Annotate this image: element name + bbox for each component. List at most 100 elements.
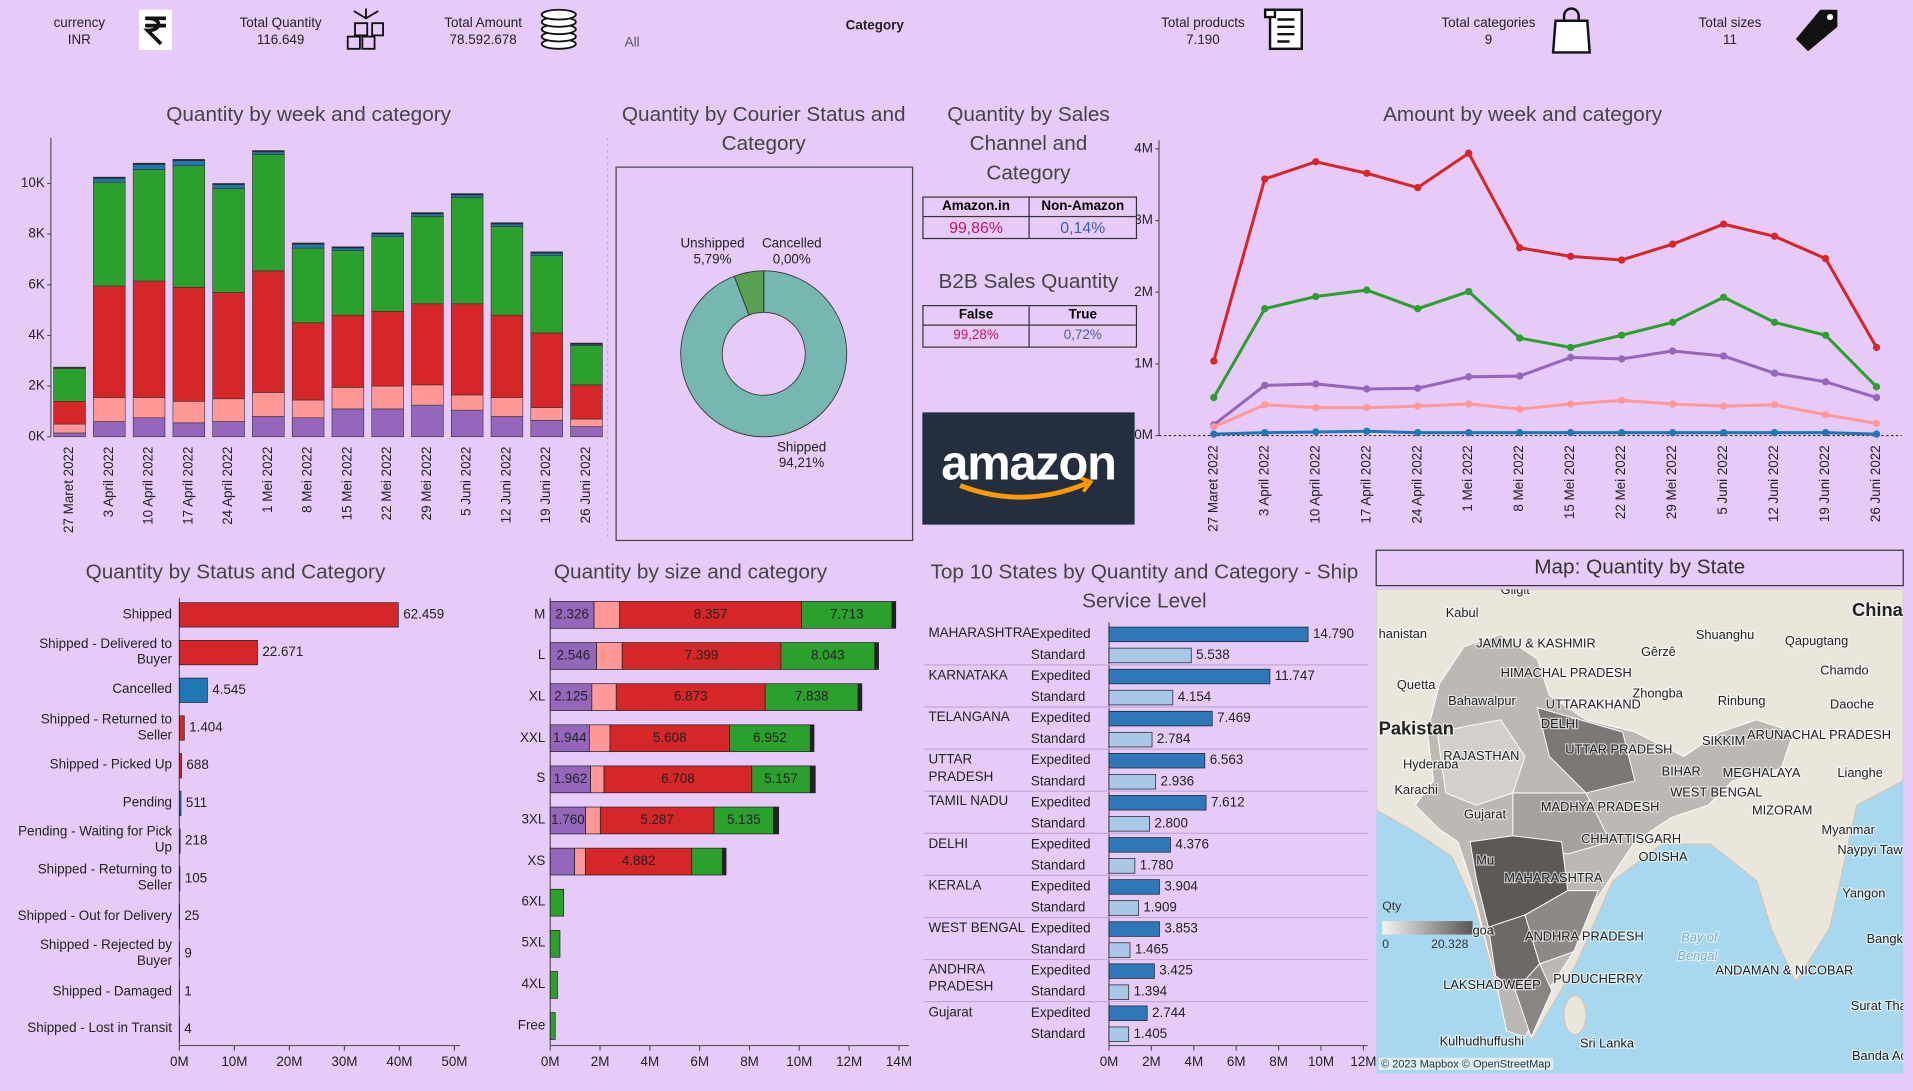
filter-value[interactable]: All	[624, 35, 640, 51]
bar-segment	[450, 193, 484, 196]
y-tick-label: 3M	[1134, 212, 1153, 227]
x-tick-label: 20M	[276, 1054, 302, 1069]
x-tick-label: 24 April 2022	[1409, 445, 1424, 523]
data-label: 5.538	[1196, 647, 1230, 662]
kpi-value: 116.649	[256, 32, 305, 48]
map-label: Kulhudhuffushi	[1440, 1033, 1524, 1048]
bar-segment	[212, 183, 245, 186]
category-label: KARNATAKA	[928, 667, 1008, 683]
data-label: 1.760	[551, 812, 585, 827]
bar-segment	[570, 418, 603, 427]
line-point	[1617, 331, 1626, 339]
bar-segment	[411, 303, 444, 386]
slice-label: Shipped	[777, 439, 826, 454]
map-label: Rinbung	[1718, 693, 1766, 708]
slice-value: 94,21%	[779, 455, 825, 470]
line-point	[1261, 381, 1269, 390]
bar-segment	[371, 408, 404, 438]
category-label: Shipped - Returning to Seller	[37, 862, 173, 894]
bar-segment	[490, 223, 524, 227]
map-label: Karachi	[1394, 782, 1437, 797]
map-label: LAKSHADWEEP	[1443, 977, 1540, 992]
bar	[1108, 1005, 1148, 1021]
x-tick-label: 29 Mei 2022	[1664, 445, 1679, 519]
line-point	[1312, 380, 1320, 388]
y-tick-label: 4K	[28, 327, 44, 342]
bar-segment	[490, 314, 524, 398]
bar-segment	[371, 385, 404, 410]
bar-segment	[490, 416, 524, 438]
category-label: Gujarat	[928, 1004, 973, 1020]
category-label: Shipped - Rejected by Buyer	[39, 938, 173, 969]
x-tick-label: 6M	[690, 1054, 709, 1069]
line	[1212, 150, 1878, 362]
data-label: 1.962	[554, 771, 588, 786]
x-tick-label: 10M	[1308, 1054, 1334, 1069]
line-point	[1210, 423, 1218, 431]
line-point	[1770, 232, 1779, 240]
bar-segment	[252, 270, 285, 393]
bar	[591, 683, 617, 711]
x-tick-label: 30M	[331, 1054, 357, 1069]
line-point	[1566, 343, 1575, 352]
bar	[691, 847, 723, 876]
line-point	[1312, 158, 1320, 166]
bar-segment	[93, 178, 126, 183]
map-label: Bangk	[1867, 931, 1904, 946]
bar-segment	[132, 417, 166, 438]
data-label: 25	[184, 908, 199, 923]
line-point	[1210, 357, 1218, 365]
data-label: 8.043	[811, 648, 845, 663]
bar	[609, 724, 730, 753]
bar-segment	[530, 407, 563, 421]
line-point	[1465, 149, 1473, 157]
map-label: Bay of	[1681, 930, 1719, 945]
bar-segment	[212, 292, 245, 400]
line-point	[1872, 383, 1881, 391]
series-name: Standard	[1031, 1026, 1085, 1041]
bar-segment	[450, 409, 484, 438]
chart-title: B2B Sales Quantity	[938, 269, 1119, 293]
category-label: Shipped - Lost in Transit	[27, 1021, 173, 1037]
bar-segment	[53, 366, 86, 369]
kpi-value: INR	[67, 32, 91, 48]
map-label: HIMACHAL PRADESH	[1501, 665, 1632, 680]
tag-icon	[1795, 9, 1838, 52]
x-tick-label: 26 Juni 2022	[1868, 445, 1883, 522]
bar-segment	[530, 255, 563, 334]
line-point	[1261, 305, 1269, 313]
y-tick-label: 4M	[1134, 140, 1153, 155]
line-point	[1414, 429, 1422, 437]
bar-segment	[411, 404, 444, 438]
data-label: 7.399	[685, 648, 719, 663]
category-label: Shipped	[122, 606, 173, 622]
line	[1213, 429, 1877, 436]
bar-segment	[530, 332, 563, 408]
map-label: WEST BENGAL	[1670, 784, 1762, 799]
category-label: Pending	[122, 795, 173, 811]
category-label: TAMIL NADU	[928, 794, 1009, 809]
bar-segment	[53, 423, 86, 434]
chart-title: Quantity by week and category	[166, 102, 452, 126]
data-label: 3.904	[1164, 879, 1198, 894]
map-label: MIZORAM	[1752, 803, 1812, 818]
bar-segment	[132, 397, 166, 419]
bar	[773, 806, 780, 835]
category-label: S	[536, 771, 546, 787]
line-point	[1617, 355, 1626, 363]
x-tick-label: 27 Maret 2022	[61, 447, 76, 533]
map-label: China	[1852, 599, 1904, 620]
bar-segment	[291, 322, 325, 401]
bar-segment	[291, 243, 325, 249]
data-label: 3.425	[1159, 963, 1193, 978]
bar-segment	[252, 416, 285, 438]
data-label: 4	[184, 1021, 192, 1036]
bar	[801, 601, 893, 629]
data-label: 14.790	[1313, 626, 1354, 641]
line-point	[1414, 402, 1422, 410]
bar	[1108, 668, 1271, 685]
data-label: 218	[185, 833, 207, 848]
line-point	[1719, 220, 1728, 228]
category-label: 4XL	[521, 976, 546, 992]
